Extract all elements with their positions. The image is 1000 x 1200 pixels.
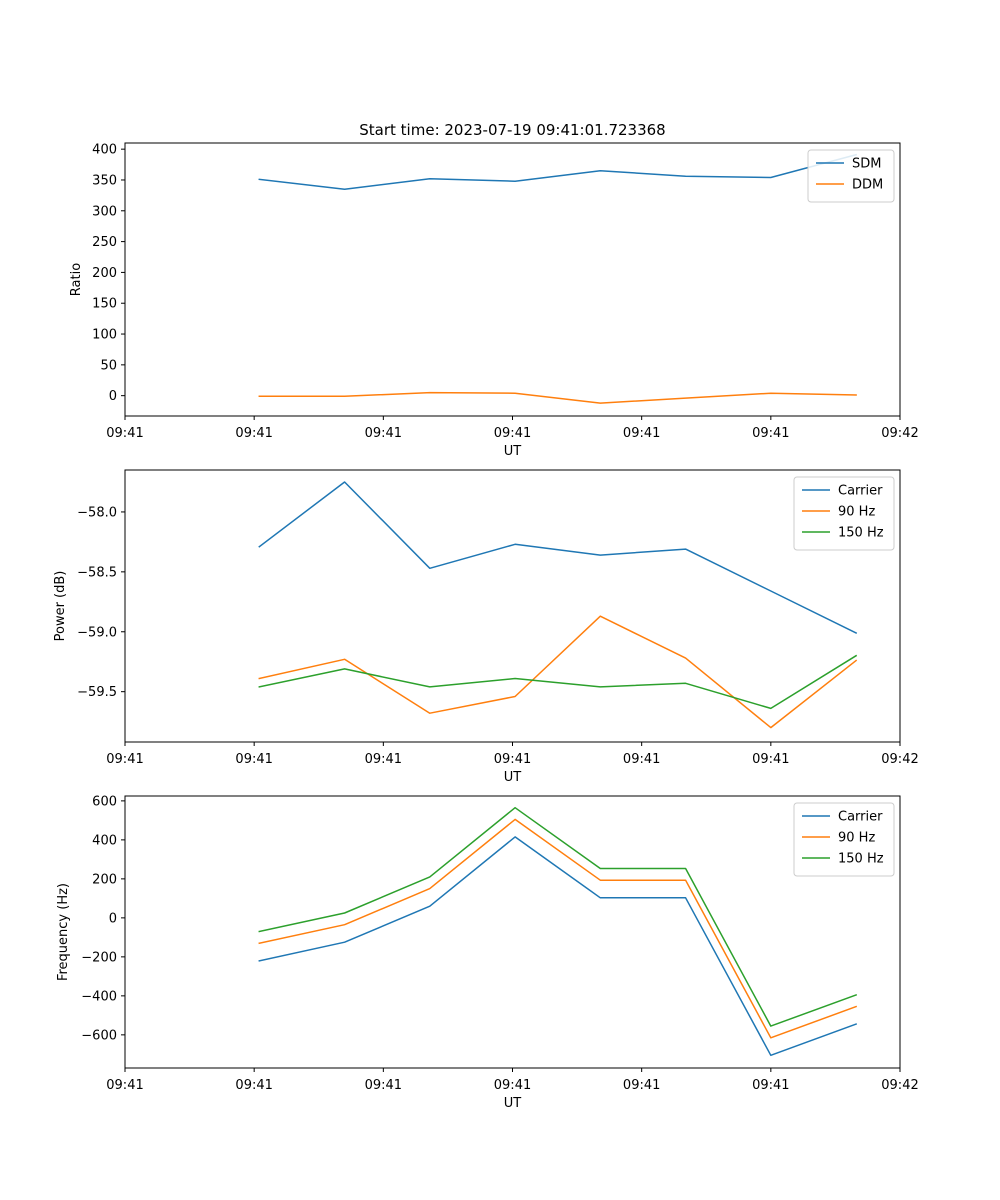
y-tick-label-frequency-5: −400 bbox=[81, 989, 117, 1004]
x-tick-label-frequency-5: 09:41 bbox=[752, 1078, 789, 1093]
y-tick-label-frequency-6: −600 bbox=[81, 1028, 117, 1043]
axes-frame-frequency bbox=[124, 795, 901, 1069]
legend-label-frequency-90-hz: 90 Hz bbox=[838, 831, 875, 846]
x-tick-label-ratio-6: 09:42 bbox=[881, 426, 918, 441]
x-tick-label-power-3: 09:41 bbox=[494, 752, 531, 767]
legend-label-frequency-carrier: Carrier bbox=[838, 810, 883, 825]
y-tick-label-frequency-3: 0 bbox=[109, 911, 117, 926]
y-tick-label-frequency-0: 600 bbox=[92, 794, 117, 809]
y-tick-label-frequency-4: −200 bbox=[81, 950, 117, 965]
x-tick-label-ratio-2: 09:41 bbox=[365, 426, 402, 441]
x-tick-label-frequency-2: 09:41 bbox=[365, 1078, 402, 1093]
x-tick-label-power-6: 09:42 bbox=[881, 752, 918, 767]
legend-label-power-carrier: Carrier bbox=[838, 484, 883, 499]
series-line-ratio-ddm bbox=[258, 391, 857, 404]
x-tick-label-frequency-4: 09:41 bbox=[623, 1078, 660, 1093]
y-tick-label-ratio-5: 250 bbox=[92, 235, 117, 250]
x-tick-label-ratio-3: 09:41 bbox=[494, 426, 531, 441]
x-tick-label-power-1: 09:41 bbox=[235, 752, 272, 767]
series-line-power-carrier bbox=[258, 481, 858, 635]
x-tick-label-power-4: 09:41 bbox=[623, 752, 660, 767]
x-tick-label-ratio-1: 09:41 bbox=[235, 426, 272, 441]
y-axis-label-ratio: Ratio bbox=[69, 263, 84, 296]
legend-label-power-90-hz: 90 Hz bbox=[838, 505, 875, 520]
x-axis-label-power: UT bbox=[504, 770, 522, 785]
y-tick-label-ratio-1: 50 bbox=[100, 358, 117, 373]
subplot-frequency: 09:41 09:41 09:41 09:41 09:41 09:41 09:42 600 40… bbox=[56, 794, 919, 1111]
series-line-power-150-hz bbox=[258, 654, 858, 710]
x-tick-label-frequency-3: 09:41 bbox=[494, 1078, 531, 1093]
y-axis-label-frequency: Frequency (Hz) bbox=[56, 883, 71, 981]
y-tick-label-power-3: −59.5 bbox=[77, 685, 117, 700]
series-line-frequency-90-hz bbox=[258, 818, 858, 1039]
x-tick-label-power-5: 09:41 bbox=[752, 752, 789, 767]
x-tick-label-ratio-4: 09:41 bbox=[623, 426, 660, 441]
legend-label-ratio-sdm: SDM bbox=[852, 157, 881, 172]
x-tick-label-frequency-6: 09:42 bbox=[881, 1078, 918, 1093]
chart-title: Start time: 2023-07-19 09:41:01.723368 bbox=[359, 121, 665, 139]
x-tick-label-power-0: 09:41 bbox=[106, 752, 143, 767]
y-tick-label-ratio-4: 200 bbox=[92, 266, 117, 281]
x-axis-label-frequency: UT bbox=[504, 1096, 522, 1111]
x-tick-label-power-2: 09:41 bbox=[365, 752, 402, 767]
y-tick-label-frequency-1: 400 bbox=[92, 833, 117, 848]
x-tick-label-frequency-0: 09:41 bbox=[106, 1078, 143, 1093]
x-tick-label-frequency-1: 09:41 bbox=[235, 1078, 272, 1093]
legend-label-power-150-hz: 150 Hz bbox=[838, 526, 884, 541]
series-line-ratio-sdm bbox=[258, 153, 858, 190]
subplot-ratio: 09:41 09:41 09:41 09:41 09:41 09:41 09:42 0 50 10… bbox=[69, 121, 919, 459]
x-tick-label-ratio-0: 09:41 bbox=[106, 426, 143, 441]
series-line-frequency-150-hz bbox=[258, 806, 858, 1027]
y-tick-label-ratio-2: 100 bbox=[92, 328, 117, 343]
x-tick-label-ratio-5: 09:41 bbox=[752, 426, 789, 441]
x-axis-label-ratio: UT bbox=[504, 444, 522, 459]
legend-label-ratio-ddm: DDM bbox=[852, 178, 883, 193]
legend-label-frequency-150-hz: 150 Hz bbox=[838, 852, 884, 867]
y-tick-label-power-2: −59.0 bbox=[77, 625, 117, 640]
y-axis-label-power: Power (dB) bbox=[53, 571, 68, 642]
y-tick-label-ratio-6: 300 bbox=[92, 204, 117, 219]
y-tick-label-ratio-8: 400 bbox=[92, 143, 117, 158]
y-tick-label-ratio-3: 150 bbox=[92, 297, 117, 312]
series-line-power-90-hz bbox=[258, 615, 858, 729]
y-tick-label-frequency-2: 200 bbox=[92, 872, 117, 887]
y-tick-label-power-0: −58.0 bbox=[77, 505, 117, 520]
axes-frame-ratio bbox=[124, 142, 901, 417]
y-tick-label-ratio-7: 350 bbox=[92, 173, 117, 188]
y-tick-label-power-1: −58.5 bbox=[77, 565, 117, 580]
series-line-frequency-carrier bbox=[258, 836, 858, 1057]
y-tick-label-ratio-0: 0 bbox=[109, 389, 117, 404]
subplot-power: 09:41 09:41 09:41 09:41 09:41 09:41 09:42 −58.0… bbox=[53, 469, 919, 785]
